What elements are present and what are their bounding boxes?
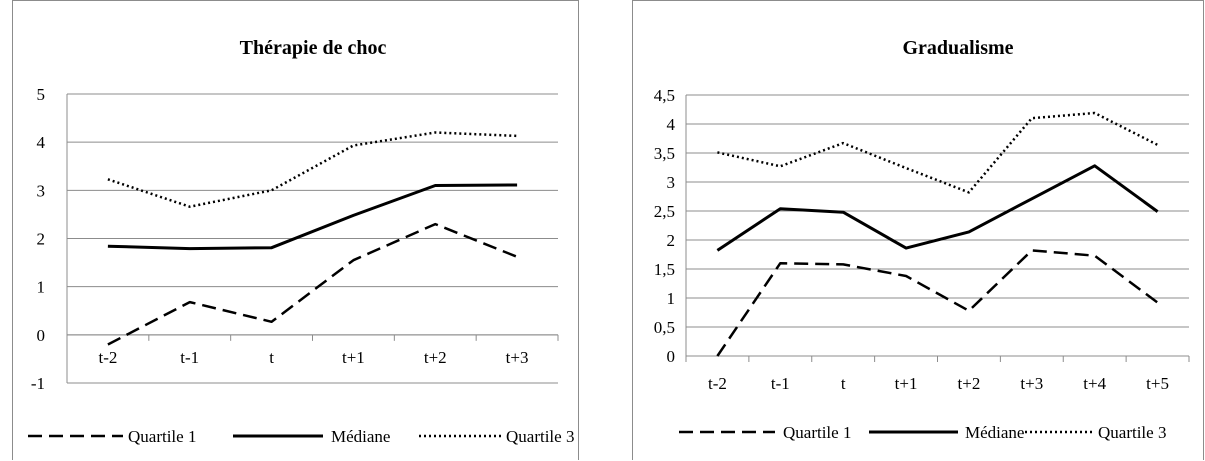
legend-label: Quartile 1 — [128, 427, 196, 446]
x-tick-label: t+3 — [1020, 374, 1043, 393]
x-tick-label: t-2 — [98, 348, 117, 367]
x-tick-label: t — [269, 348, 274, 367]
y-tick-label: 3 — [37, 181, 46, 200]
x-tick-label: t+2 — [958, 374, 981, 393]
series-line-quartile-3 — [107, 131, 518, 208]
legend-label: Quartile 3 — [506, 427, 574, 446]
y-tick-label: 2,5 — [654, 202, 675, 221]
legend-label: Quartile 3 — [1098, 423, 1166, 442]
y-tick-label: 0 — [667, 347, 676, 366]
x-tick-label: t+2 — [424, 348, 447, 367]
chart-title: Thérapie de choc — [240, 37, 387, 59]
x-tick-label: t+1 — [342, 348, 365, 367]
y-tick-label: -1 — [31, 374, 45, 393]
series-line-quartile-1 — [716, 249, 1159, 357]
y-tick-label: 0,5 — [654, 318, 675, 337]
legend-label: Médiane — [331, 427, 390, 446]
y-tick-label: 4 — [37, 133, 46, 152]
y-tick-label: 2 — [667, 231, 676, 250]
x-tick-label: t — [841, 374, 846, 393]
y-tick-label: 3,5 — [654, 144, 675, 163]
x-tick-label: t+4 — [1083, 374, 1106, 393]
y-tick-label: 1 — [37, 278, 46, 297]
series-line-quartile-1 — [107, 222, 518, 346]
y-tick-label: 5 — [37, 85, 46, 104]
chart-panel-therapie: Thérapie de choc -1 0 1 2 3 4 5 t-2 t-1 t t+1 t+2 t+3… — [12, 0, 579, 460]
series-line-quartile-3 — [717, 111, 1159, 194]
series-line-m-diane — [107, 183, 518, 251]
chart-gradualisme: Gradualisme 0 0,5 1 1,5 2 2,5 3 3,5 4 4,5 t-2 t-1 t t+… — [654, 37, 1190, 442]
y-tick-label: 3 — [667, 173, 676, 192]
x-tick-label: t-1 — [180, 348, 199, 367]
y-tick-label: 1 — [667, 289, 676, 308]
x-tick-label: t-2 — [708, 374, 727, 393]
series-line-m-diane — [716, 164, 1159, 252]
x-tick-label: t+3 — [506, 348, 529, 367]
y-tick-label: 1,5 — [654, 260, 675, 279]
legend-label: Quartile 1 — [783, 423, 851, 442]
chart-title: Gradualisme — [902, 37, 1013, 59]
y-tick-label: 4 — [667, 115, 676, 134]
y-tick-label: 4,5 — [654, 86, 675, 105]
legend-label: Médiane — [965, 423, 1024, 442]
chart-panel-gradualisme: Gradualisme 0 0,5 1 1,5 2 2,5 3 3,5 4 4,5 t-2 t-1 t t+… — [632, 0, 1204, 460]
y-tick-label: 0 — [37, 326, 46, 345]
x-tick-label: t+5 — [1146, 374, 1169, 393]
x-tick-label: t-1 — [771, 374, 790, 393]
y-tick-label: 2 — [37, 230, 46, 249]
chart-therapie-de-choc: Thérapie de choc -1 0 1 2 3 4 5 t-2 t-1 t t+1 t+2 t+3… — [28, 37, 574, 446]
x-tick-label: t+1 — [895, 374, 918, 393]
